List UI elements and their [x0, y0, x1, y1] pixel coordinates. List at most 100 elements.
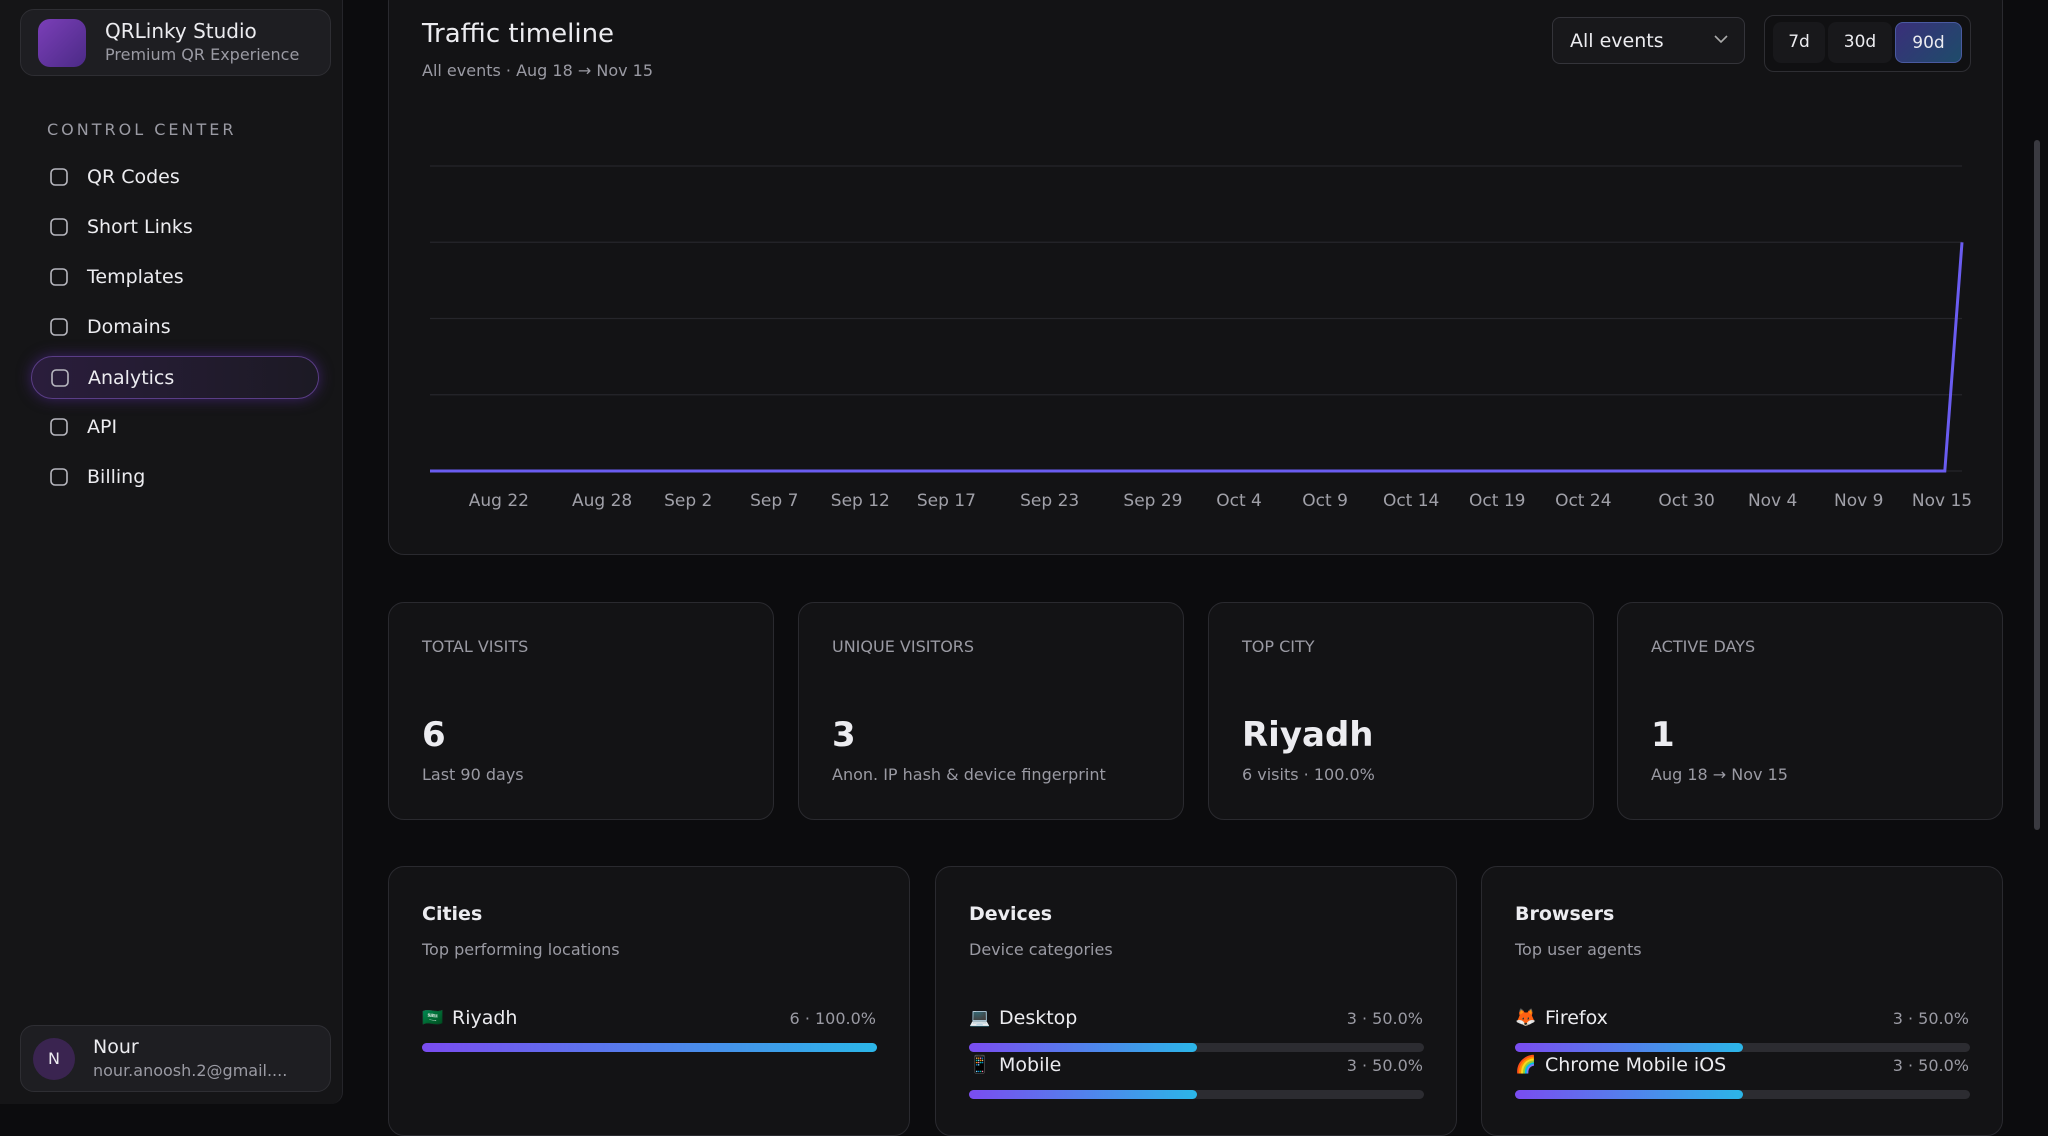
nav-icon: [51, 369, 69, 387]
share-bar: [969, 1090, 1197, 1099]
stat-label: ACTIVE DAYS: [1651, 637, 1756, 656]
nav-item[interactable]: Short Links: [31, 206, 319, 249]
brand[interactable]: QRLinky Studio Premium QR Experience: [20, 9, 331, 76]
icon-shape: [50, 218, 68, 236]
x-tick-label: Nov 15: [1912, 491, 1972, 511]
share-bar: [422, 1043, 877, 1052]
row-track: [1515, 1043, 1970, 1052]
share-bar: [1515, 1090, 1743, 1099]
range-button[interactable]: 7d: [1773, 22, 1825, 63]
sidebar: QRLinky Studio Premium QR Experience CON…: [0, 0, 343, 1104]
row-track: [1515, 1090, 1970, 1099]
nav-icon: [50, 268, 68, 286]
timeline-title: Traffic timeline: [422, 19, 615, 49]
row-icon: 🇸🇦: [422, 1008, 444, 1028]
icon-shape: [50, 418, 68, 436]
stat-note: 6 visits · 100.0%: [1242, 765, 1375, 784]
section-label: CONTROL CENTER: [47, 120, 237, 139]
nav-item[interactable]: Templates: [31, 256, 319, 299]
row-name: Desktop: [999, 1007, 1078, 1029]
x-tick-label: Nov 9: [1834, 491, 1883, 511]
event-filter[interactable]: All events: [1552, 17, 1745, 64]
breakdown-title: Browsers: [1515, 903, 1615, 925]
nav-icon: [50, 218, 68, 236]
nav-item[interactable]: API: [31, 406, 319, 449]
user-card[interactable]: N Nour nour.anoosh.2@gmail....: [20, 1025, 331, 1092]
nav-label: QR Codes: [87, 166, 180, 188]
scrollbar[interactable]: [2034, 140, 2040, 830]
range-button[interactable]: 30d: [1828, 22, 1892, 63]
icon-shape: [51, 369, 69, 387]
x-tick-label: Aug 22: [469, 491, 529, 511]
x-tick-label: Oct 4: [1216, 491, 1262, 511]
row-track: [969, 1043, 1424, 1052]
stat-card: UNIQUE VISITORS 3 Anon. IP hash & device f…: [798, 602, 1184, 820]
row-name: Riyadh: [452, 1007, 518, 1029]
x-tick-label: Nov 4: [1748, 491, 1797, 511]
nav-item[interactable]: Billing: [31, 456, 319, 499]
nav-item[interactable]: Analytics: [31, 356, 319, 399]
nav-label: API: [87, 416, 118, 438]
stat-label: TOTAL VISITS: [422, 637, 529, 656]
x-tick-label: Sep 12: [831, 491, 890, 511]
x-tick-label: Aug 28: [572, 491, 632, 511]
nav-icon: [50, 468, 68, 486]
stat-card: TOTAL VISITS 6 Last 90 days: [388, 602, 774, 820]
nav-item[interactable]: QR Codes: [31, 156, 319, 199]
x-tick-label: Sep 23: [1020, 491, 1079, 511]
nav-icon: [50, 318, 68, 336]
x-tick-label: Oct 9: [1302, 491, 1348, 511]
x-tick-label: Sep 29: [1123, 491, 1182, 511]
breakdown-subtitle: Top performing locations: [422, 940, 620, 959]
brand-tagline: Premium QR Experience: [105, 45, 300, 64]
stat-label: TOP CITY: [1242, 637, 1315, 656]
user-name: Nour: [93, 1036, 139, 1058]
row-icon: 💻: [969, 1008, 991, 1028]
stat-value: Riyadh: [1242, 715, 1374, 755]
row-track: [422, 1043, 877, 1052]
x-tick-label: Oct 19: [1469, 491, 1525, 511]
stat-note: Anon. IP hash & device fingerprint: [832, 765, 1106, 784]
user-email: nour.anoosh.2@gmail....: [93, 1061, 288, 1080]
row-name: Mobile: [999, 1054, 1062, 1076]
breakdown-subtitle: Top user agents: [1515, 940, 1642, 959]
nav-label: Templates: [87, 266, 184, 288]
breakdown-card: Cities Top performing locations 🇸🇦 Riyadh 6 …: [388, 866, 910, 1136]
range-button[interactable]: 90d: [1895, 22, 1962, 63]
range-group: 7d 30d 90d: [1764, 15, 1971, 72]
row-value: 6 · 100.0%: [789, 1009, 876, 1028]
row-value: 3 · 50.0%: [1892, 1009, 1969, 1028]
x-tick-label: Sep 2: [664, 491, 712, 511]
nav-item[interactable]: Domains: [31, 306, 319, 349]
row-icon: 🦊: [1515, 1008, 1537, 1028]
row-icon: 📱: [969, 1055, 991, 1075]
x-tick-label: Oct 14: [1383, 491, 1439, 511]
row-track: [969, 1090, 1424, 1099]
nav-label: Billing: [87, 466, 146, 488]
breakdown-subtitle: Device categories: [969, 940, 1113, 959]
row-name: Firefox: [1545, 1007, 1608, 1029]
row-value: 3 · 50.0%: [1346, 1009, 1423, 1028]
stat-card: ACTIVE DAYS 1 Aug 18 → Nov 15: [1617, 602, 2003, 820]
share-bar: [1515, 1043, 1743, 1052]
x-tick-label: Oct 30: [1658, 491, 1714, 511]
breakdown-card: Devices Device categories 💻 Desktop 3 · 50.0…: [935, 866, 1457, 1136]
x-tick-label: Sep 7: [750, 491, 798, 511]
icon-shape: [50, 168, 68, 186]
traffic-line: [430, 242, 1964, 473]
nav-label: Domains: [87, 316, 171, 338]
x-tick-label: Oct 24: [1555, 491, 1611, 511]
breakdown-title: Cities: [422, 903, 483, 925]
stat-note: Last 90 days: [422, 765, 524, 784]
chevron: [1714, 35, 1728, 44]
icon-shape: [50, 268, 68, 286]
row-value: 3 · 50.0%: [1346, 1056, 1423, 1075]
nav-label: Short Links: [87, 216, 193, 238]
timeline-chart: Aug 22 Aug 28 Sep 2 Sep 7 Sep 12 Sep 17 Sep 23…: [430, 165, 1972, 511]
brand-logo: [38, 19, 86, 67]
brand-name: QRLinky Studio: [105, 19, 257, 43]
share-bar: [969, 1043, 1197, 1052]
nav-label: Analytics: [88, 367, 175, 389]
stat-value: 1: [1651, 715, 1675, 755]
